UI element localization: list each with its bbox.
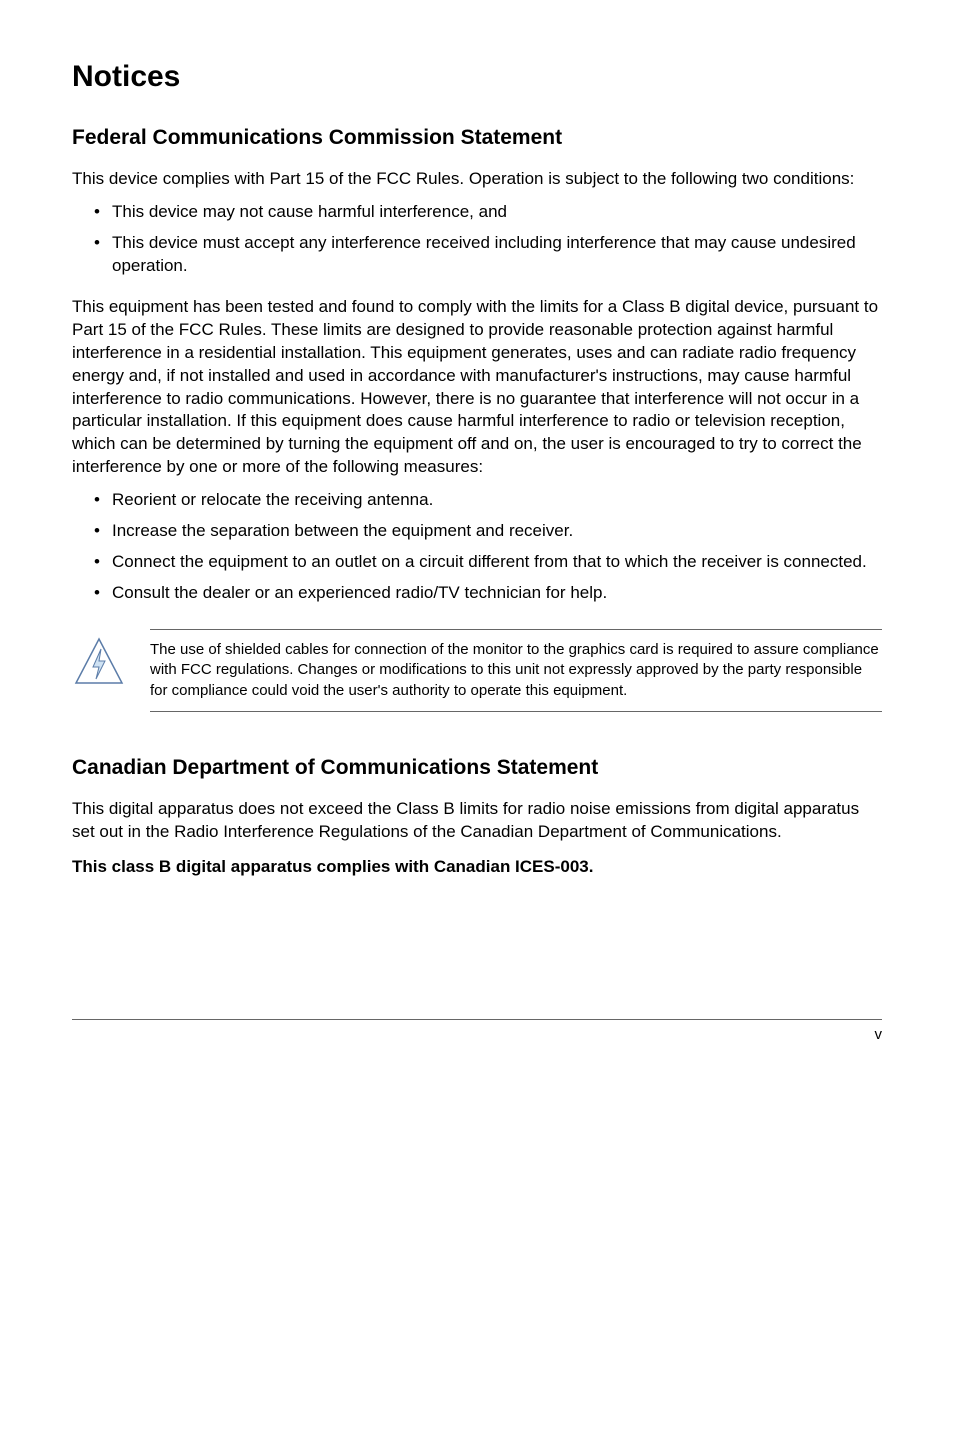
fcc-intro: This device complies with Part 15 of the… [72, 168, 882, 191]
fcc-body: This equipment has been tested and found… [72, 296, 882, 480]
lightning-icon [72, 637, 126, 696]
list-item: This device must accept any interference… [94, 232, 882, 278]
section-heading-fcc: Federal Communications Commission Statem… [72, 126, 882, 150]
list-item: Increase the separation between the equi… [94, 520, 882, 543]
note-text: The use of shielded cables for connectio… [150, 640, 882, 701]
list-item: Connect the equipment to an outlet on a … [94, 551, 882, 574]
list-item: Reorient or relocate the receiving anten… [94, 489, 882, 512]
page-title: Notices [72, 60, 882, 94]
fcc-conditions-list: This device may not cause harmful interf… [72, 201, 882, 278]
page-footer: v [72, 1019, 882, 1043]
canada-body: This digital apparatus does not exceed t… [72, 798, 882, 844]
section-heading-canada: Canadian Department of Communications St… [72, 756, 882, 780]
note-block: The use of shielded cables for connectio… [72, 629, 882, 712]
list-item: This device may not cause harmful interf… [94, 201, 882, 224]
fcc-measures-list: Reorient or relocate the receiving anten… [72, 489, 882, 605]
canada-compliance: This class B digital apparatus complies … [72, 856, 882, 879]
list-item: Consult the dealer or an experienced rad… [94, 582, 882, 605]
page-number: v [875, 1026, 883, 1043]
